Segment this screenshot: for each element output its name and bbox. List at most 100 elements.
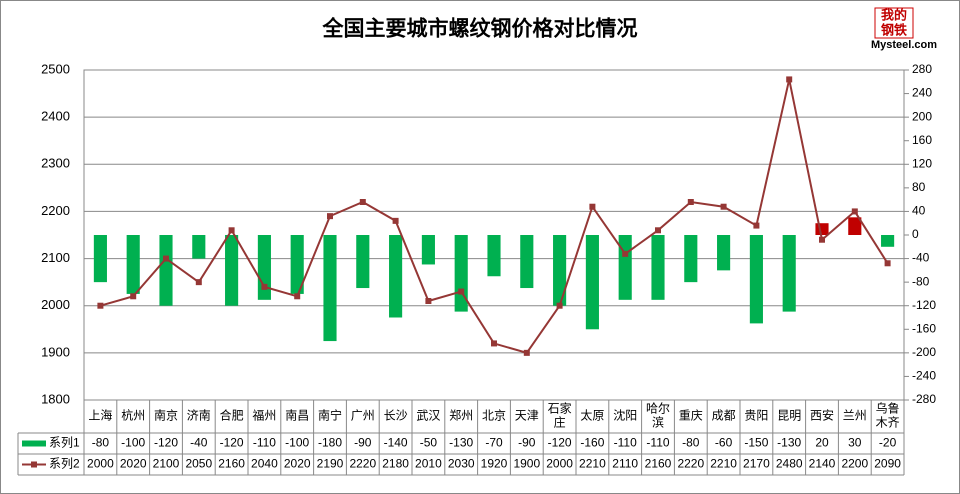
table-value: 2050 xyxy=(185,457,212,471)
y-tick-label: 2000 xyxy=(41,297,70,312)
x-tick-label: 福州 xyxy=(252,408,276,423)
marker xyxy=(294,293,301,300)
legend-label: 系列1 xyxy=(49,436,80,450)
table-value: 2100 xyxy=(153,457,180,471)
table-value: -50 xyxy=(420,436,438,450)
y-tick-label: 1800 xyxy=(41,391,70,406)
marker xyxy=(425,298,432,304)
table-value: -40 xyxy=(190,436,208,450)
marker xyxy=(359,199,366,205)
table-value: 30 xyxy=(848,436,862,450)
y-tick-label: 2200 xyxy=(41,203,70,218)
table-value: -80 xyxy=(682,436,700,450)
x-tick-label: 长沙 xyxy=(384,409,408,423)
bar xyxy=(421,235,435,265)
table-value: -120 xyxy=(154,436,178,450)
table-value: 2480 xyxy=(776,457,803,471)
marker xyxy=(589,203,596,210)
table-value: 1920 xyxy=(481,457,508,471)
logo-top: 我的 xyxy=(881,7,907,22)
x-tick-label: 昆明 xyxy=(777,409,801,423)
y-tick-label: 2500 xyxy=(41,61,70,76)
y2-tick-label: -40 xyxy=(912,251,930,265)
y2-tick-label: 240 xyxy=(912,86,932,100)
table-value: -130 xyxy=(777,436,801,450)
legend-key xyxy=(31,461,37,468)
logo-middle: 钢铁 xyxy=(881,22,907,37)
x-tick-label: 郑州 xyxy=(449,408,473,423)
bar xyxy=(487,235,501,277)
bar xyxy=(815,223,829,235)
table-value: -160 xyxy=(580,436,604,450)
table-value: 2090 xyxy=(874,457,901,471)
table-value: -70 xyxy=(485,436,503,450)
table-value: 2010 xyxy=(415,457,442,471)
table-value: 2220 xyxy=(349,457,376,471)
table-value: 2190 xyxy=(317,457,344,471)
x-tick-label: 南宁 xyxy=(318,408,342,423)
bar xyxy=(618,235,632,300)
bar xyxy=(848,217,862,235)
marker xyxy=(228,227,235,234)
y2-tick-label: -160 xyxy=(912,321,936,335)
table-value: -120 xyxy=(220,436,244,450)
table-value: 1900 xyxy=(513,457,540,471)
marker xyxy=(720,203,727,210)
table-value: -140 xyxy=(384,436,408,450)
table-value: -120 xyxy=(548,436,572,450)
y2-tick-label: -240 xyxy=(912,369,936,383)
y-tick-label: 2400 xyxy=(41,109,70,124)
x-tick-label: 成都 xyxy=(712,409,736,423)
table-value: 2160 xyxy=(218,457,245,471)
y-tick-label: 1900 xyxy=(41,344,70,359)
table-value: 20 xyxy=(815,436,829,450)
table-value: 2210 xyxy=(579,457,606,471)
y-tick-label: 2300 xyxy=(41,156,70,171)
bar xyxy=(93,235,107,283)
table-value: 2040 xyxy=(251,457,278,471)
table-value: -110 xyxy=(253,436,276,450)
bar xyxy=(192,235,206,259)
bar xyxy=(323,235,337,342)
marker xyxy=(163,255,169,262)
logo-text: Mysteel.com xyxy=(871,39,937,51)
x-tick-label: 上海 xyxy=(88,408,112,423)
bar xyxy=(389,235,403,318)
table-value: -80 xyxy=(92,436,110,450)
marker xyxy=(392,217,399,224)
marker xyxy=(786,76,793,83)
bar xyxy=(520,235,534,289)
marker xyxy=(622,250,629,257)
marker xyxy=(97,302,104,309)
marker xyxy=(130,293,137,300)
y2-tick-label: -80 xyxy=(912,274,930,288)
table-value: 2000 xyxy=(546,457,573,471)
bar xyxy=(290,235,304,294)
marker xyxy=(523,349,530,356)
x-tick-label: 广州 xyxy=(351,409,375,423)
table-value: -110 xyxy=(614,436,637,450)
table-value: 2030 xyxy=(448,457,475,471)
y2-tick-label: -200 xyxy=(912,345,936,359)
table-value: 2110 xyxy=(612,457,638,471)
table-value: 2140 xyxy=(809,457,836,471)
x-tick-label: 杭州 xyxy=(121,408,145,423)
y2-tick-label: 200 xyxy=(912,109,932,123)
x-tick-label: 北京 xyxy=(482,409,506,423)
y2-tick-label: -120 xyxy=(912,298,936,312)
table-value: -100 xyxy=(121,436,145,450)
table-value: -150 xyxy=(744,436,768,450)
bar xyxy=(881,235,895,247)
y2-tick-label: 80 xyxy=(912,180,926,194)
bar xyxy=(257,235,271,300)
table-value: 2200 xyxy=(841,457,868,471)
x-tick-label: 天津 xyxy=(515,409,539,423)
y-tick-label: 2100 xyxy=(41,250,70,265)
table-value: -90 xyxy=(354,436,372,450)
logo-box xyxy=(874,7,914,39)
bar xyxy=(749,235,763,324)
bar xyxy=(651,235,665,300)
marker xyxy=(687,199,694,205)
y2-tick-label: 0 xyxy=(912,227,919,241)
